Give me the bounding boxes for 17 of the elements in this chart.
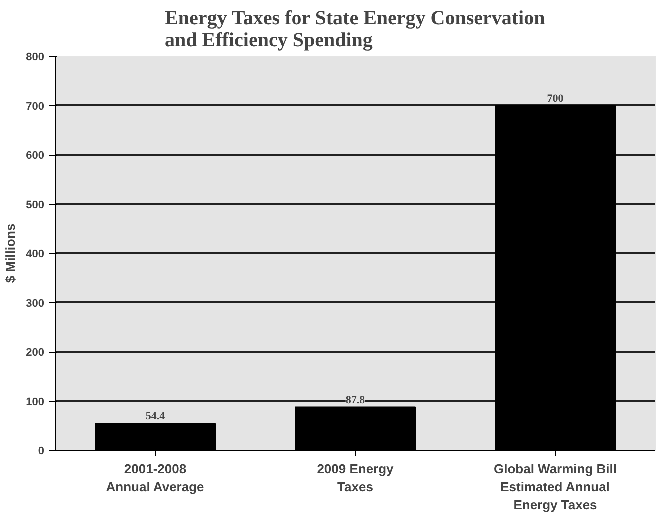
y-tick-label: 100 [26,396,45,408]
x-tick-label: Global Warming Bill Estimated Annual Energy Taxes [494,462,618,512]
y-tick-label: 700 [26,100,45,113]
y-tick-label: 400 [26,248,45,260]
y-tick-label: 300 [26,298,45,310]
data-label: 700 [547,92,564,105]
y-tick-label: 200 [26,347,45,359]
y-tick-label: 800 [26,52,45,64]
chart-title: Energy Taxes for State Energy Conservation and Efficiency Spending [165,8,546,52]
data-label: 87.8 [346,394,366,406]
y-tick-label: 0 [38,446,45,458]
data-label: 54.4 [146,410,166,423]
y-tick-label: 600 [26,150,45,162]
x-tick-label: 2001-2008 Annual Average [106,462,204,494]
y-axis-title: $ Millions [3,224,18,284]
y-tick-label: 500 [26,199,45,212]
x-tick-label: 2009 Energy Taxes [317,462,395,494]
